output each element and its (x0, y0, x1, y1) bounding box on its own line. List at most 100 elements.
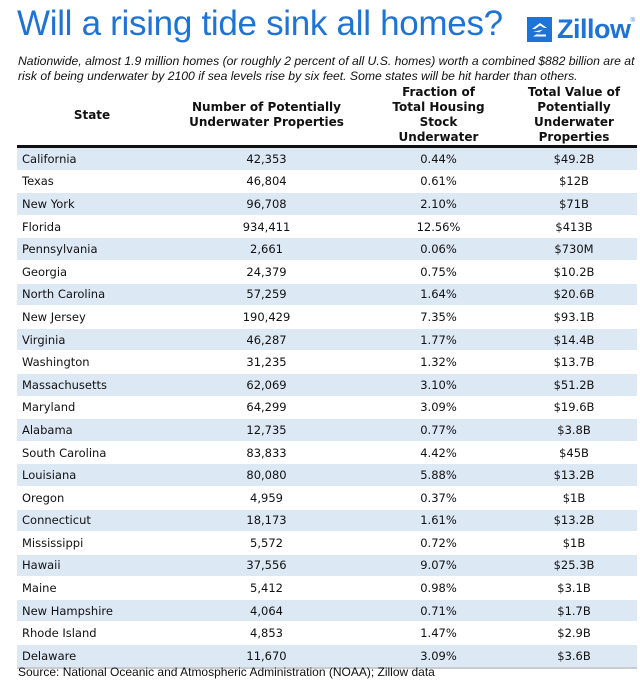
page-title: Will a rising tide sink all homes? (17, 4, 503, 43)
cell-value: $2.9B (511, 621, 637, 645)
table-row: Texas 46,804 0.61% $12B (17, 169, 637, 193)
table-row: Delaware 11,670 3.09% $3.6B (17, 644, 637, 669)
zillow-house-icon (527, 17, 552, 42)
cell-state: Maine (17, 576, 167, 600)
cell-state: South Carolina (17, 440, 167, 464)
table-row: Massachusetts 62,069 3.10% $51.2B (17, 372, 637, 397)
column-header-value: Total Value of Potentially Underwater Pr… (511, 85, 637, 148)
cell-count: 24,379 (167, 259, 366, 284)
cell-count: 57,259 (167, 282, 366, 306)
cell-fraction: 3.09% (366, 395, 511, 419)
table-row: Hawaii 37,556 9.07% $25.3B (17, 553, 637, 577)
cell-value: $25.3B (511, 553, 637, 577)
table-row: Alabama 12,735 0.77% $3.8B (17, 418, 637, 442)
cell-fraction: 0.06% (366, 237, 511, 261)
cell-value: $3.1B (511, 576, 637, 600)
cell-state: Hawaii (17, 553, 167, 577)
cell-count: 11,670 (167, 644, 366, 669)
table-row: North Carolina 57,259 1.64% $20.6B (17, 282, 637, 306)
cell-count: 46,287 (167, 327, 366, 351)
cell-value: $730M (511, 237, 637, 261)
cell-fraction: 0.98% (366, 576, 511, 600)
cell-state: Louisiana (17, 463, 167, 487)
cell-count: 96,708 (167, 192, 366, 216)
cell-state: Maryland (17, 395, 167, 419)
column-header-state: State (17, 85, 167, 148)
cell-value: $14.4B (511, 327, 637, 351)
cell-count: 64,299 (167, 395, 366, 419)
cell-fraction: 0.61% (366, 169, 511, 193)
cell-fraction: 0.77% (366, 418, 511, 442)
cell-state: Massachusetts (17, 372, 167, 397)
table-row: New York 96,708 2.10% $71B (17, 192, 637, 216)
cell-value: $45B (511, 440, 637, 464)
cell-state: New Hampshire (17, 598, 167, 622)
cell-fraction: 0.72% (366, 531, 511, 555)
cell-count: 4,064 (167, 598, 366, 622)
cell-fraction: 1.61% (366, 508, 511, 532)
table-row: Rhode Island 4,853 1.47% $2.9B (17, 621, 637, 645)
registered-mark: ® (630, 18, 635, 24)
cell-state: Pennsylvania (17, 237, 167, 261)
table-row: Washington 31,235 1.32% $13.7B (17, 350, 637, 374)
cell-value: $413B (511, 214, 637, 238)
cell-fraction: 5.88% (366, 463, 511, 487)
cell-fraction: 0.44% (366, 146, 511, 171)
cell-count: 2,661 (167, 237, 366, 261)
cell-state: New Jersey (17, 305, 167, 329)
cell-fraction: 1.64% (366, 282, 511, 306)
cell-value: $49.2B (511, 146, 637, 171)
cell-count: 934,411 (167, 214, 366, 238)
column-header-fraction: Fraction of Total Housing Stock Underwat… (366, 85, 511, 148)
cell-fraction: 3.09% (366, 644, 511, 669)
data-table: State Number of Potentially Underwater P… (17, 85, 637, 669)
table-row: New Jersey 190,429 7.35% $93.1B (17, 305, 637, 329)
cell-count: 37,556 (167, 553, 366, 577)
cell-fraction: 0.71% (366, 598, 511, 622)
source-note: Source: National Oceanic and Atmospheric… (18, 665, 435, 679)
cell-value: $13.7B (511, 350, 637, 374)
cell-fraction: 3.10% (366, 372, 511, 397)
cell-count: 42,353 (167, 146, 366, 171)
table-row: Pennsylvania 2,661 0.06% $730M (17, 237, 637, 261)
cell-state: Connecticut (17, 508, 167, 532)
cell-fraction: 9.07% (366, 553, 511, 577)
cell-value: $51.2B (511, 372, 637, 397)
cell-count: 83,833 (167, 440, 366, 464)
table-row: Florida 934,411 12.56% $413B (17, 214, 637, 238)
cell-count: 5,572 (167, 531, 366, 555)
table-row: South Carolina 83,833 4.42% $45B (17, 440, 637, 464)
cell-count: 190,429 (167, 305, 366, 329)
cell-value: $71B (511, 192, 637, 216)
cell-value: $93.1B (511, 305, 637, 329)
table-row: Maryland 64,299 3.09% $19.6B (17, 395, 637, 419)
cell-value: $12B (511, 169, 637, 193)
cell-state: Virginia (17, 327, 167, 351)
cell-state: Alabama (17, 418, 167, 442)
cell-value: $1B (511, 531, 637, 555)
cell-count: 12,735 (167, 418, 366, 442)
table-row: Virginia 46,287 1.77% $14.4B (17, 327, 637, 351)
cell-state: Rhode Island (17, 621, 167, 645)
logo-text: Zillow (557, 14, 631, 44)
cell-state: New York (17, 192, 167, 216)
cell-fraction: 1.32% (366, 350, 511, 374)
cell-value: $13.2B (511, 463, 637, 487)
cell-value: $10.2B (511, 259, 637, 284)
cell-value: $20.6B (511, 282, 637, 306)
cell-fraction: 0.75% (366, 259, 511, 284)
cell-fraction: 1.47% (366, 621, 511, 645)
cell-value: $13.2B (511, 508, 637, 532)
cell-value: $19.6B (511, 395, 637, 419)
cell-value: $3.6B (511, 644, 637, 669)
cell-fraction: 12.56% (366, 214, 511, 238)
cell-count: 4,853 (167, 621, 366, 645)
cell-count: 62,069 (167, 372, 366, 397)
table-row: Mississippi 5,572 0.72% $1B (17, 531, 637, 555)
cell-count: 80,080 (167, 463, 366, 487)
cell-state: Mississippi (17, 531, 167, 555)
cell-fraction: 0.37% (366, 485, 511, 509)
cell-state: North Carolina (17, 282, 167, 306)
cell-count: 4,959 (167, 485, 366, 509)
cell-state: Florida (17, 214, 167, 238)
